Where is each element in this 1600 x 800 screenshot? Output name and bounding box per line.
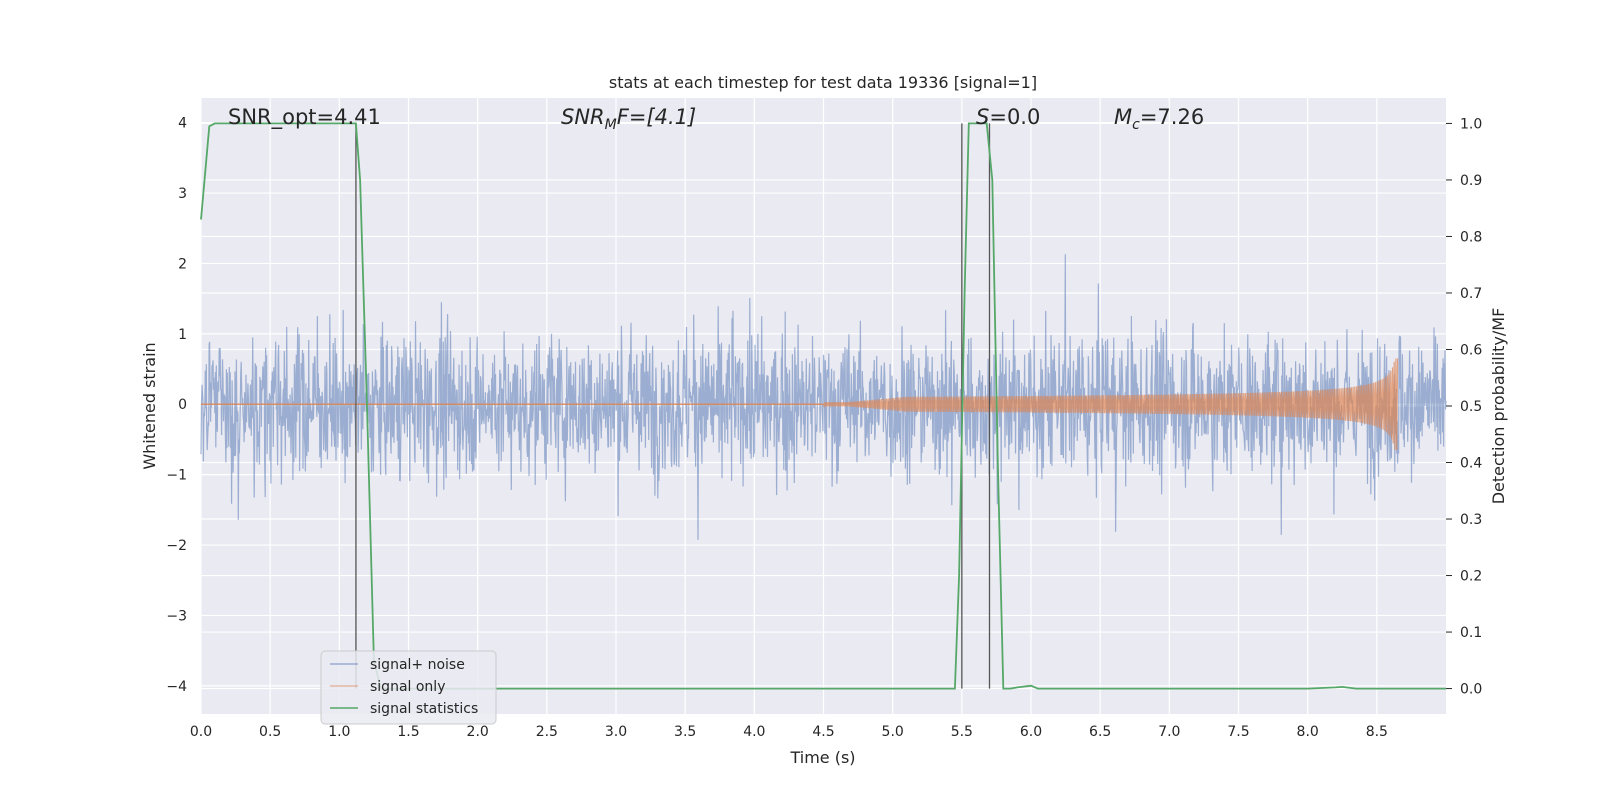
x-tick-label: 0.5: [259, 724, 281, 740]
legend-label-stats: signal statistics: [370, 701, 478, 717]
x-tick-label: 4.5: [812, 724, 834, 740]
annotation-snr-opt: SNR_opt=4.41: [228, 105, 381, 130]
x-tick-label: 8.0: [1297, 724, 1319, 740]
y-right-tick-label: 1.0: [1460, 116, 1482, 132]
annotation-s-value: =0.0: [989, 105, 1040, 129]
annotation-snr-mf: SNRMF=[4.1]: [561, 105, 696, 133]
y-right-tick-label: 0.9: [1460, 173, 1482, 189]
y-left-tick-label: 3: [178, 186, 187, 202]
legend-label-signal: signal only: [370, 679, 445, 695]
y-left-tick-label: −2: [166, 538, 187, 554]
y-left-tick-labels: −4 −3 −2 −1 0 1 2 3 4: [166, 116, 187, 695]
noise-line: [200, 254, 1447, 540]
annotation-snr-mf-label: SNR: [561, 105, 605, 129]
x-tick-label: 1.5: [397, 724, 419, 740]
stats-line: [200, 122, 1446, 690]
x-tick-label: 4.0: [743, 724, 765, 740]
legend: signal+ noise signal only signal statist…: [320, 650, 497, 725]
annotation-snr-mf-value: F=[4.1]: [617, 105, 696, 129]
y-right-tick-label: 0.4: [1460, 456, 1482, 472]
annotation-mc-sub: c: [1132, 117, 1140, 133]
x-tick-labels: 0.0 0.5 1.0 1.5 2.0 2.5 3.0 3.5 4.0 4.5 5.0 5.5 6.0 6…: [190, 724, 1388, 740]
y-left-tick-label: −3: [166, 608, 187, 624]
x-tick-label: 2.0: [467, 724, 489, 740]
x-tick-label: 6.0: [1020, 724, 1042, 740]
x-tick-label: 2.5: [536, 724, 558, 740]
annotation-s-label: S: [976, 105, 989, 129]
annotation-mc: Mc=7.26: [1114, 105, 1204, 133]
x-tick-label: 5.5: [951, 724, 973, 740]
y-right-tick-label: 0.3: [1460, 512, 1482, 528]
y-right-tick-label: 0.8: [1460, 229, 1482, 245]
x-tick-label: 7.5: [1227, 724, 1249, 740]
y-left-tick-label: −1: [166, 468, 187, 484]
x-tick-label: 8.5: [1366, 724, 1388, 740]
x-tick-label: 7.0: [1158, 724, 1180, 740]
x-tick-label: 3.5: [674, 724, 696, 740]
y-left-tick-label: −4: [166, 679, 187, 695]
signal-statistics-series: [200, 122, 1446, 690]
y-right-axis-label: Detection probability/MF: [1489, 308, 1508, 505]
x-tick-label: 5.0: [882, 724, 904, 740]
legend-box: [320, 650, 497, 725]
annotation-s: S=0.0: [976, 105, 1040, 129]
x-tick-label: 0.0: [190, 724, 212, 740]
y-right-tick-label: 0.2: [1460, 569, 1482, 585]
x-tick-label: 6.5: [1089, 724, 1111, 740]
x-tick-label: 3.0: [605, 724, 627, 740]
y-left-tick-label: 0: [178, 397, 187, 413]
y-right-tick-labels: 0.0 0.1 0.2 0.3 0.4 0.5 0.6 0.7 0.8 0.9 1.0: [1446, 116, 1482, 698]
y-left-tick-label: 2: [178, 256, 187, 272]
annotation-mc-label: M: [1114, 105, 1132, 129]
annotation-snr-mf-sub: M: [605, 117, 617, 133]
y-left-tick-label: 4: [178, 116, 187, 132]
annotation-mc-value: =7.26: [1140, 105, 1204, 129]
signal-noise-series: [200, 254, 1447, 540]
chart-title: stats at each timestep for test data 193…: [609, 73, 1037, 92]
y-right-tick-label: 0.0: [1460, 682, 1482, 698]
signal-only-series: [201, 358, 1399, 451]
y-left-tick-label: 1: [178, 327, 187, 343]
legend-label-noise: signal+ noise: [370, 657, 465, 673]
x-tick-label: 1.0: [328, 724, 350, 740]
y-right-tick-label: 0.7: [1460, 286, 1482, 302]
y-right-tick-label: 0.6: [1460, 342, 1482, 358]
y-right-tick-label: 0.1: [1460, 625, 1482, 641]
x-axis-label: Time (s): [789, 748, 855, 767]
y-right-tick-label: 0.5: [1460, 399, 1482, 415]
y-left-axis-label: Whitened strain: [140, 342, 159, 469]
